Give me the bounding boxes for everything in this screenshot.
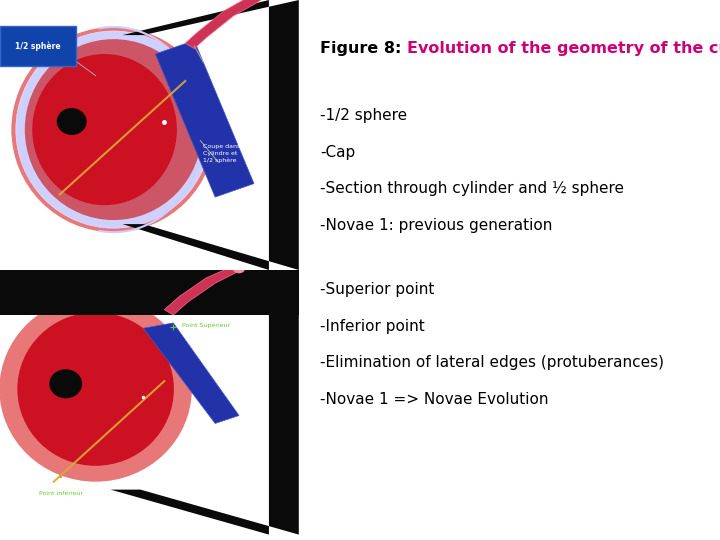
Polygon shape (0, 270, 299, 315)
Text: -Novae 1 => Novae Evolution: -Novae 1 => Novae Evolution (320, 392, 549, 407)
Text: Coupe dans
Cylindre et
1/2 sphère: Coupe dans Cylindre et 1/2 sphère (203, 144, 240, 163)
Circle shape (49, 369, 82, 399)
Polygon shape (156, 40, 254, 197)
Text: Point Supérieur: Point Supérieur (182, 323, 230, 328)
Polygon shape (143, 323, 239, 423)
Text: -Superior point: -Superior point (320, 282, 434, 297)
Ellipse shape (16, 31, 211, 228)
Ellipse shape (24, 39, 202, 220)
Ellipse shape (0, 296, 192, 482)
Ellipse shape (233, 264, 245, 273)
Polygon shape (111, 270, 299, 535)
Polygon shape (122, 0, 299, 270)
Ellipse shape (12, 27, 216, 232)
Text: -Inferior point: -Inferior point (320, 319, 425, 334)
Polygon shape (185, 0, 269, 49)
Text: -1/2 sphere: -1/2 sphere (320, 108, 407, 123)
Ellipse shape (32, 54, 177, 205)
Text: -Cap: -Cap (320, 145, 355, 160)
Ellipse shape (17, 312, 174, 466)
Text: 1/2 sphère: 1/2 sphère (15, 41, 60, 51)
Text: 'Casquette': 'Casquette' (210, 55, 248, 60)
Text: Evolution of the geometry of the cup: Evolution of the geometry of the cup (407, 40, 720, 56)
Text: Effacement des
bords latéraux: Effacement des bords latéraux (185, 423, 234, 435)
Text: -Section through cylinder and ½ sphere: -Section through cylinder and ½ sphere (320, 181, 624, 197)
Text: -Novae 1: previous generation: -Novae 1: previous generation (320, 218, 552, 233)
Text: Novae-1 => Novae Evolution: Novae-1 => Novae Evolution (3, 519, 135, 529)
Text: Figure 8:: Figure 8: (320, 40, 407, 56)
Polygon shape (164, 267, 236, 315)
Text: Point inférieur: Point inférieur (39, 491, 83, 496)
Text: -Elimination of lateral edges (protuberances): -Elimination of lateral edges (protubera… (320, 355, 664, 370)
Text: Novae-1: génération précédente: Novae-1: génération précédente (3, 254, 150, 264)
Circle shape (57, 108, 86, 135)
